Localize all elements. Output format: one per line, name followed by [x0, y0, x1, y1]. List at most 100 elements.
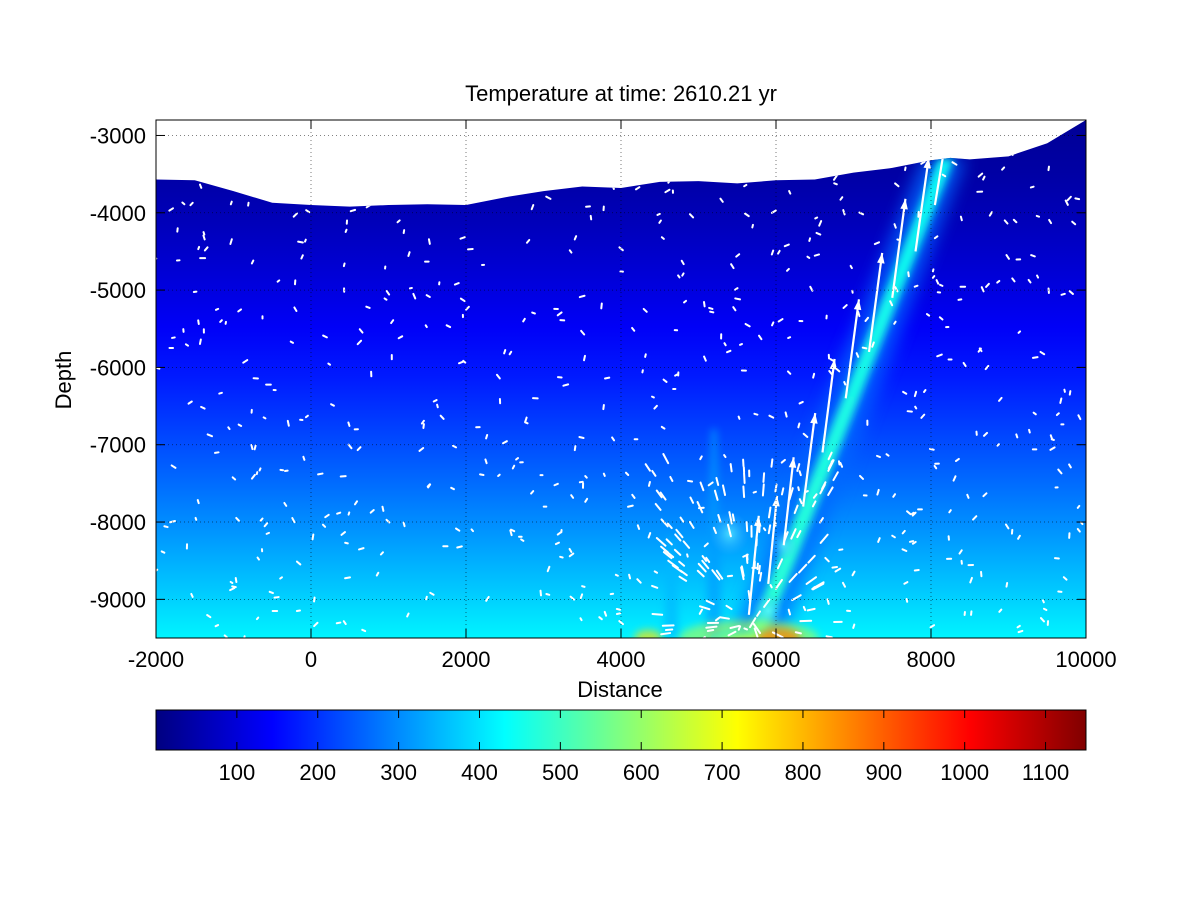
inflow-vector — [711, 569, 721, 581]
velocity-speck — [313, 621, 319, 628]
inflow-vector — [713, 489, 719, 501]
velocity-speck — [787, 336, 792, 340]
velocity-speck — [928, 447, 935, 451]
velocity-speck — [861, 346, 868, 350]
velocity-speck — [347, 421, 351, 427]
velocity-speck — [259, 517, 264, 522]
inflow-vector — [758, 571, 763, 582]
velocity-speck — [603, 610, 608, 617]
velocity-speck — [933, 464, 938, 470]
velocity-speck — [624, 471, 630, 476]
inflow-vector — [806, 607, 816, 612]
plume-arrow-4 — [802, 412, 818, 507]
velocity-speck — [699, 455, 703, 461]
velocity-speck — [1063, 388, 1066, 393]
heat-source-lobe — [756, 628, 801, 638]
velocity-speck — [1062, 576, 1068, 581]
velocity-speck — [674, 373, 679, 377]
velocity-speck — [762, 527, 767, 532]
inflow-vector — [794, 631, 802, 635]
velocity-speck — [873, 241, 881, 246]
inflow-vector — [796, 463, 801, 472]
velocity-speck — [291, 517, 296, 524]
inflow-vector — [753, 627, 759, 638]
velocity-speck — [726, 574, 734, 578]
inflow-vector — [698, 605, 711, 611]
velocity-speck — [524, 416, 528, 423]
velocity-speck — [402, 521, 406, 528]
velocity-speck — [197, 319, 200, 326]
inflow-vector — [675, 528, 684, 539]
velocity-speck — [218, 391, 223, 395]
inflow-vector — [832, 471, 839, 482]
velocity-speck — [885, 453, 890, 457]
velocity-speck — [972, 515, 978, 521]
velocity-speck — [631, 493, 636, 499]
velocity-speck — [911, 511, 917, 517]
velocity-speck — [545, 592, 551, 596]
velocity-speck — [407, 251, 411, 257]
inflow-vector — [662, 551, 673, 560]
velocity-speck — [925, 313, 931, 317]
velocity-speck — [385, 290, 391, 296]
velocity-speck — [530, 490, 535, 495]
x-tick-label: -2000 — [128, 647, 184, 672]
velocity-speck — [920, 413, 926, 419]
velocity-speck — [686, 553, 689, 558]
velocity-speck — [703, 542, 709, 548]
velocity-speck — [578, 436, 585, 440]
velocity-speck — [313, 596, 316, 603]
velocity-speck — [1066, 195, 1072, 202]
velocity-speck — [237, 308, 243, 313]
velocity-speck — [798, 470, 802, 477]
velocity-speck — [283, 501, 288, 507]
velocity-speck — [832, 174, 838, 181]
colorbar-tick-label: 100 — [219, 760, 256, 785]
colorbar: 100 200 300 400 500 600 700 800 900 1000 1100 — [155, 709, 1087, 785]
velocity-speck — [905, 598, 909, 603]
velocity-speck — [604, 376, 611, 380]
velocity-speck — [457, 360, 465, 365]
velocity-speck — [317, 472, 324, 476]
velocity-speck — [857, 311, 861, 318]
velocity-speck — [941, 173, 947, 178]
inflow-vector — [763, 598, 771, 608]
velocity-speck — [1005, 581, 1009, 588]
inflow-vector — [790, 528, 797, 540]
inflow-vector — [743, 472, 746, 484]
velocity-speck — [683, 299, 688, 304]
velocity-speck — [429, 591, 435, 596]
velocity-speck — [583, 354, 586, 362]
velocity-speck — [998, 396, 1003, 402]
velocity-speck — [530, 204, 535, 211]
colorbar-tick-label: 800 — [785, 760, 822, 785]
plume-arrow-8 — [891, 198, 908, 298]
inflow-vector — [678, 575, 688, 582]
velocity-speck — [304, 238, 307, 243]
velocity-speck — [568, 249, 573, 254]
velocity-speck — [545, 195, 552, 200]
velocity-speck — [714, 616, 721, 622]
velocity-speck — [1003, 219, 1009, 225]
velocity-speck — [214, 624, 220, 628]
velocity-speck — [903, 581, 909, 585]
velocity-speck — [602, 403, 605, 411]
velocity-speck — [723, 342, 727, 347]
velocity-speck — [1015, 433, 1019, 439]
velocity-speck — [902, 390, 908, 395]
velocity-speck — [569, 595, 576, 601]
grid-lines — [156, 120, 1086, 638]
y-tick-label: -7000 — [90, 433, 146, 458]
velocity-speck — [322, 334, 328, 339]
inflow-vector — [731, 513, 735, 522]
x-tick-label: 6000 — [752, 647, 801, 672]
y-tick-label: -8000 — [90, 510, 146, 535]
velocity-speck — [562, 383, 570, 387]
velocity-speck — [342, 262, 346, 268]
velocity-speck — [305, 209, 311, 214]
velocity-speck — [580, 329, 586, 336]
inflow-vector — [655, 489, 663, 499]
velocity-speck — [1035, 214, 1041, 218]
velocity-speck — [1076, 504, 1081, 509]
inflow-vector — [740, 565, 745, 577]
